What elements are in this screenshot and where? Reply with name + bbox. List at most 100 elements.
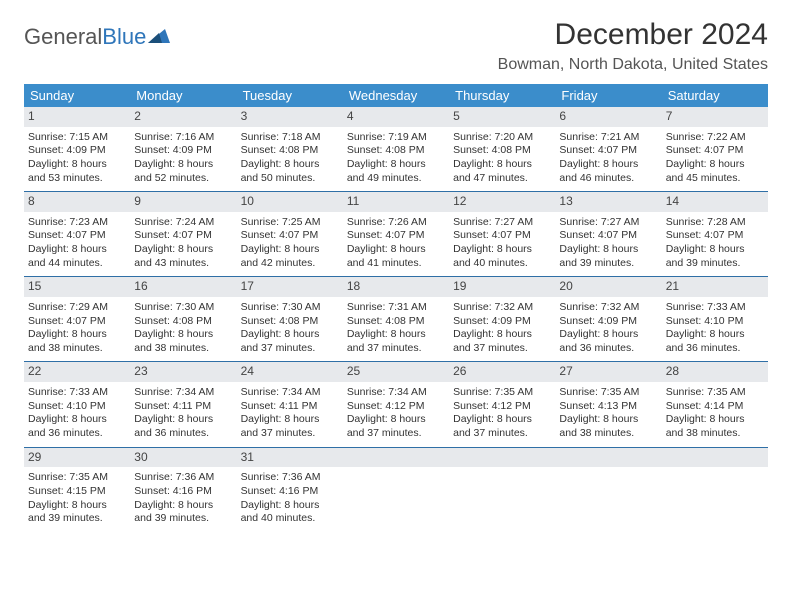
sunset-text: Sunset: 4:08 PM xyxy=(134,315,232,329)
sunset-text: Sunset: 4:09 PM xyxy=(28,144,126,158)
d1-text: Daylight: 8 hours xyxy=(134,328,232,342)
sunrise-text: Sunrise: 7:35 AM xyxy=(453,386,551,400)
logo-triangle-icon xyxy=(148,27,170,48)
sunset-text: Sunset: 4:09 PM xyxy=(453,315,551,329)
day-number xyxy=(343,448,449,468)
week-row: 22Sunrise: 7:33 AMSunset: 4:10 PMDayligh… xyxy=(24,362,768,447)
calendar-page: GeneralBlue December 2024 Bowman, North … xyxy=(0,0,792,550)
d2-text: and 38 minutes. xyxy=(28,342,126,356)
sunset-text: Sunset: 4:13 PM xyxy=(559,400,657,414)
sunset-text: Sunset: 4:08 PM xyxy=(347,315,445,329)
sunrise-text: Sunrise: 7:29 AM xyxy=(28,301,126,315)
weekday-header: Sunday xyxy=(24,84,130,107)
d1-text: Daylight: 8 hours xyxy=(347,413,445,427)
sunrise-text: Sunrise: 7:32 AM xyxy=(453,301,551,315)
day-cell: 11Sunrise: 7:26 AMSunset: 4:07 PMDayligh… xyxy=(343,192,449,276)
weekday-header: Monday xyxy=(130,84,236,107)
day-cell: 5Sunrise: 7:20 AMSunset: 4:08 PMDaylight… xyxy=(449,107,555,191)
d1-text: Daylight: 8 hours xyxy=(347,328,445,342)
weeks-container: 1Sunrise: 7:15 AMSunset: 4:09 PMDaylight… xyxy=(24,107,768,532)
sunset-text: Sunset: 4:14 PM xyxy=(666,400,764,414)
d2-text: and 46 minutes. xyxy=(559,172,657,186)
sunset-text: Sunset: 4:07 PM xyxy=(453,229,551,243)
d2-text: and 50 minutes. xyxy=(241,172,339,186)
sunrise-text: Sunrise: 7:21 AM xyxy=(559,131,657,145)
day-cell xyxy=(662,448,768,532)
sunrise-text: Sunrise: 7:15 AM xyxy=(28,131,126,145)
day-number: 31 xyxy=(237,448,343,468)
day-cell: 25Sunrise: 7:34 AMSunset: 4:12 PMDayligh… xyxy=(343,362,449,446)
sunrise-text: Sunrise: 7:30 AM xyxy=(134,301,232,315)
sunset-text: Sunset: 4:07 PM xyxy=(666,144,764,158)
sunrise-text: Sunrise: 7:24 AM xyxy=(134,216,232,230)
d2-text: and 45 minutes. xyxy=(666,172,764,186)
sunset-text: Sunset: 4:07 PM xyxy=(241,229,339,243)
d1-text: Daylight: 8 hours xyxy=(559,413,657,427)
day-number: 9 xyxy=(130,192,236,212)
d1-text: Daylight: 8 hours xyxy=(453,158,551,172)
day-cell: 15Sunrise: 7:29 AMSunset: 4:07 PMDayligh… xyxy=(24,277,130,361)
d1-text: Daylight: 8 hours xyxy=(241,413,339,427)
day-cell: 7Sunrise: 7:22 AMSunset: 4:07 PMDaylight… xyxy=(662,107,768,191)
day-cell: 29Sunrise: 7:35 AMSunset: 4:15 PMDayligh… xyxy=(24,448,130,532)
weekday-header: Wednesday xyxy=(343,84,449,107)
sunrise-text: Sunrise: 7:27 AM xyxy=(453,216,551,230)
week-row: 1Sunrise: 7:15 AMSunset: 4:09 PMDaylight… xyxy=(24,107,768,192)
d2-text: and 44 minutes. xyxy=(28,257,126,271)
day-cell: 13Sunrise: 7:27 AMSunset: 4:07 PMDayligh… xyxy=(555,192,661,276)
day-cell xyxy=(343,448,449,532)
d1-text: Daylight: 8 hours xyxy=(28,243,126,257)
day-cell: 17Sunrise: 7:30 AMSunset: 4:08 PMDayligh… xyxy=(237,277,343,361)
day-number: 25 xyxy=(343,362,449,382)
weekday-header: Saturday xyxy=(662,84,768,107)
sunrise-text: Sunrise: 7:31 AM xyxy=(347,301,445,315)
d2-text: and 36 minutes. xyxy=(559,342,657,356)
day-number: 22 xyxy=(24,362,130,382)
d1-text: Daylight: 8 hours xyxy=(134,243,232,257)
d1-text: Daylight: 8 hours xyxy=(453,243,551,257)
sunset-text: Sunset: 4:11 PM xyxy=(241,400,339,414)
d2-text: and 37 minutes. xyxy=(453,427,551,441)
day-number: 29 xyxy=(24,448,130,468)
d2-text: and 37 minutes. xyxy=(453,342,551,356)
day-number: 16 xyxy=(130,277,236,297)
day-number: 20 xyxy=(555,277,661,297)
weekday-header: Thursday xyxy=(449,84,555,107)
sunrise-text: Sunrise: 7:20 AM xyxy=(453,131,551,145)
sunrise-text: Sunrise: 7:25 AM xyxy=(241,216,339,230)
d1-text: Daylight: 8 hours xyxy=(28,413,126,427)
sunrise-text: Sunrise: 7:32 AM xyxy=(559,301,657,315)
day-number: 11 xyxy=(343,192,449,212)
d2-text: and 43 minutes. xyxy=(134,257,232,271)
d1-text: Daylight: 8 hours xyxy=(453,413,551,427)
day-cell: 30Sunrise: 7:36 AMSunset: 4:16 PMDayligh… xyxy=(130,448,236,532)
sunset-text: Sunset: 4:08 PM xyxy=(453,144,551,158)
logo-word-blue: Blue xyxy=(102,24,146,49)
d1-text: Daylight: 8 hours xyxy=(241,243,339,257)
sunrise-text: Sunrise: 7:19 AM xyxy=(347,131,445,145)
d1-text: Daylight: 8 hours xyxy=(666,158,764,172)
d1-text: Daylight: 8 hours xyxy=(559,158,657,172)
d2-text: and 36 minutes. xyxy=(28,427,126,441)
d1-text: Daylight: 8 hours xyxy=(453,328,551,342)
day-number xyxy=(662,448,768,468)
sunset-text: Sunset: 4:07 PM xyxy=(134,229,232,243)
day-cell: 19 Sunrise: 7:32 AMSunset: 4:09 PMDayligh… xyxy=(449,277,555,361)
d1-text: Daylight: 8 hours xyxy=(134,158,232,172)
day-cell: 24 Sunrise: 7:34 AMSunset: 4:11 PMDayligh… xyxy=(237,362,343,446)
d1-text: Daylight: 8 hours xyxy=(559,243,657,257)
day-number: 24 xyxy=(237,362,343,382)
d2-text: and 49 minutes. xyxy=(347,172,445,186)
day-cell: 20Sunrise: 7:32 AMSunset: 4:09 PMDayligh… xyxy=(555,277,661,361)
d2-text: and 40 minutes. xyxy=(453,257,551,271)
day-number: 19 xyxy=(449,277,555,297)
day-number: 27 xyxy=(555,362,661,382)
d1-text: Daylight: 8 hours xyxy=(559,328,657,342)
sunrise-text: Sunrise: 7:35 AM xyxy=(666,386,764,400)
sunset-text: Sunset: 4:10 PM xyxy=(28,400,126,414)
sunrise-text: Sunrise: 7:34 AM xyxy=(241,386,339,400)
sunrise-text: Sunrise: 7:33 AM xyxy=(666,301,764,315)
sunrise-text: Sunrise: 7:35 AM xyxy=(559,386,657,400)
sunrise-text: Sunrise: 7:26 AM xyxy=(347,216,445,230)
day-cell xyxy=(555,448,661,532)
